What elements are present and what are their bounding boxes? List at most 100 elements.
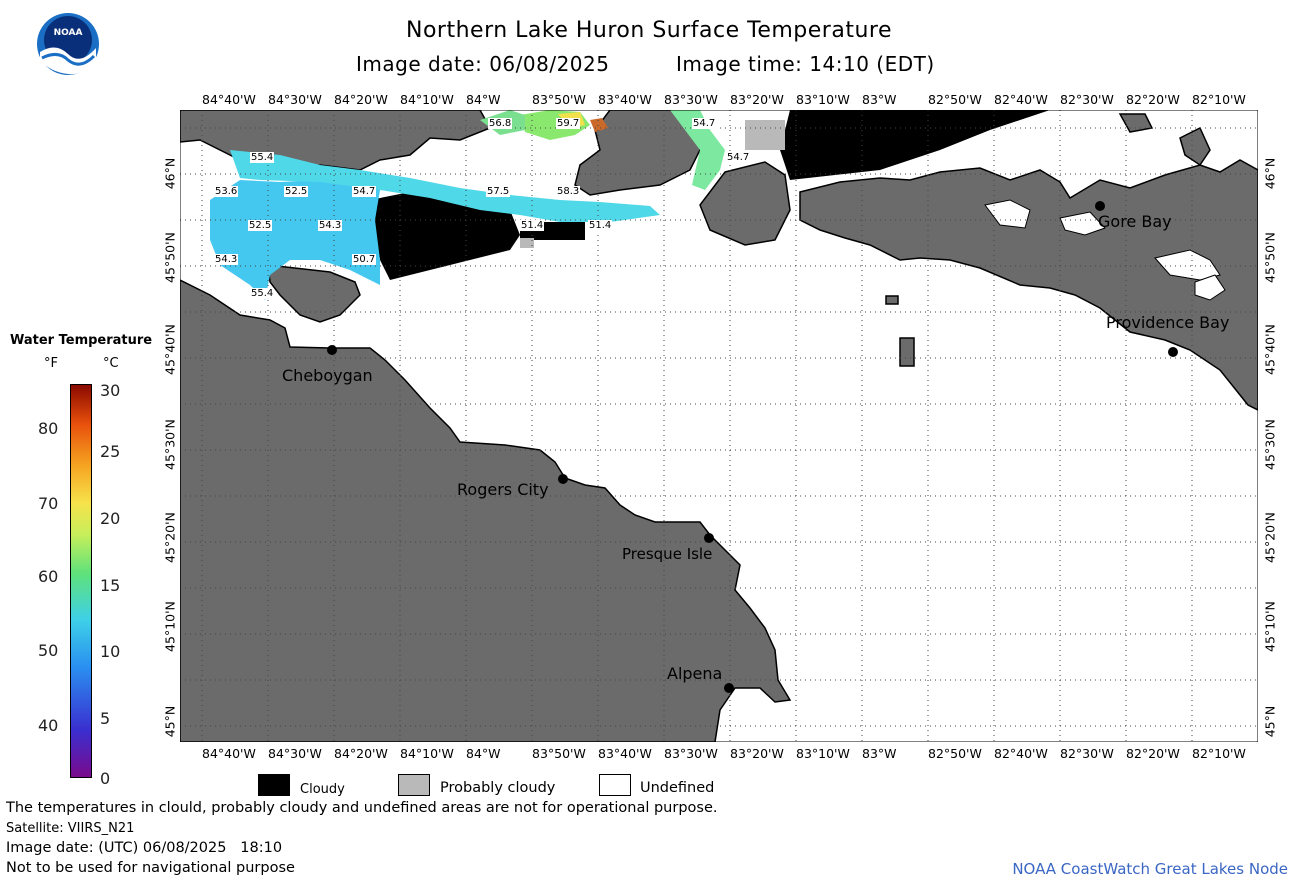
temp-label: 55.4: [250, 288, 275, 299]
place-presque-isle: Presque Isle: [622, 545, 713, 563]
temp-label: 58.3: [556, 186, 581, 197]
temp-label: 52.5: [284, 186, 309, 197]
latitude-tick: 45°30'N: [1262, 419, 1278, 470]
noaa-credit-link[interactable]: NOAA CoastWatch Great Lakes Node: [1012, 860, 1288, 878]
gore-bay-marker: [1095, 201, 1105, 211]
colorbar: [70, 384, 92, 778]
place-gore-bay: Gore Bay: [1098, 212, 1172, 231]
colorbar-f-tick: 80: [38, 419, 59, 438]
temp-label: 50.7: [352, 254, 377, 265]
inland-lake: [1059, 211, 1106, 236]
latitude-tick: 46°N: [162, 157, 178, 190]
land-islet: [899, 337, 915, 367]
noaa-logo: NOAA: [36, 12, 100, 76]
longitude-tick: 84°W: [466, 746, 501, 761]
land-bois-blanc: [267, 264, 361, 323]
longitude-tick: 83°W: [862, 746, 897, 761]
colorbar-c-tick: 25: [100, 442, 121, 461]
temperature-map: [180, 110, 1258, 742]
latitude-tick: 45°50'N: [1262, 232, 1278, 283]
longitude-tick: 83°10'W: [796, 746, 850, 761]
colorbar-f-tick: 60: [38, 567, 59, 586]
cloud-area: [780, 110, 1050, 180]
longitude-tick: 84°10'W: [400, 92, 454, 107]
noaa-logo-text: NOAA: [53, 28, 83, 38]
presque-isle-marker: [704, 533, 714, 543]
temp-label: 57.5: [486, 186, 511, 197]
temp-label: 54.3: [214, 254, 239, 265]
temp-label: 55.4: [250, 152, 275, 163]
longitude-tick: 84°20'W: [334, 92, 388, 107]
temp-label: 51.4: [520, 220, 545, 231]
longitude-tick: 83°W: [862, 92, 897, 107]
inland-lake: [1154, 249, 1221, 281]
inland-lake: [1194, 274, 1226, 301]
longitude-tick: 84°20'W: [334, 746, 388, 761]
longitude-tick: 84°40'W: [202, 92, 256, 107]
water-temp-patch: [670, 110, 725, 190]
temp-label: 54.7: [352, 186, 377, 197]
longitude-tick: 84°W: [466, 92, 501, 107]
land-cockburn: [699, 161, 791, 246]
temp-label: 56.8: [488, 118, 513, 129]
longitude-tick: 82°10'W: [1192, 92, 1246, 107]
colorbar-c-tick: 15: [100, 576, 121, 595]
latitude-tick: 45°N: [1262, 705, 1278, 738]
longitude-tick: 84°30'W: [268, 746, 322, 761]
temp-label: 52.5: [248, 220, 273, 231]
colorbar-c-tick: 5: [100, 709, 111, 728]
inland-lake: [984, 199, 1031, 229]
longitude-tick: 84°10'W: [400, 746, 454, 761]
colorbar-f-tick: 40: [38, 716, 59, 735]
latitude-tick: 45°20'N: [1262, 512, 1278, 563]
colorbar-unit-c: °C: [103, 356, 119, 371]
longitude-tick: 84°40'W: [202, 746, 256, 761]
cloud-area: [370, 190, 520, 280]
water-temp-patch: [210, 180, 380, 300]
map-title: Northern Lake Huron Surface Temperature: [406, 18, 892, 43]
image-date: Image date: 06/08/2025: [356, 52, 610, 76]
graticule: [180, 110, 1258, 742]
longitude-tick: 82°30'W: [1060, 92, 1114, 107]
disclaimer-text: The temperatures in clould, probably clo…: [6, 800, 718, 816]
longitude-tick: 82°50'W: [928, 92, 982, 107]
longitude-tick: 82°10'W: [1192, 746, 1246, 761]
satellite-text: Satellite: VIIRS_N21: [6, 821, 135, 836]
longitude-tick: 83°20'W: [730, 92, 784, 107]
temp-label: 53.6: [214, 186, 239, 197]
longitude-tick: 84°30'W: [268, 92, 322, 107]
probably-cloudy-area: [745, 120, 785, 150]
legend-probably-cloudy-label: Probably cloudy: [440, 780, 556, 796]
water-temp-patch: [590, 118, 608, 132]
legend-cloudy-label: Cloudy: [300, 782, 345, 797]
longitude-tick: 82°30'W: [1060, 746, 1114, 761]
longitude-tick: 82°40'W: [994, 92, 1048, 107]
latitude-tick: 45°40'N: [1262, 324, 1278, 375]
latitude-tick: 45°N: [162, 705, 178, 738]
legend-undefined-swatch: [599, 774, 631, 796]
longitude-tick: 83°50'W: [532, 746, 586, 761]
place-alpena: Alpena: [667, 664, 723, 683]
latitude-tick: 45°10'N: [1262, 601, 1278, 652]
rogers-city-marker: [558, 474, 568, 484]
longitude-tick: 83°50'W: [532, 92, 586, 107]
temp-label: 54.3: [318, 220, 343, 231]
temp-label: 54.7: [692, 118, 717, 129]
longitude-tick: 83°10'W: [796, 92, 850, 107]
longitude-tick: 83°30'W: [664, 746, 718, 761]
probably-cloudy-area: [520, 238, 534, 248]
colorbar-c-tick: 10: [100, 642, 121, 661]
water-temp-patch: [230, 150, 660, 222]
temp-label: 54.7: [726, 152, 751, 163]
latitude-tick: 45°40'N: [162, 324, 178, 375]
colorbar-title: Water Temperature: [10, 333, 153, 348]
colorbar-c-tick: 30: [100, 381, 121, 400]
latitude-tick: 45°30'N: [162, 419, 178, 470]
longitude-tick: 83°30'W: [664, 92, 718, 107]
place-cheboygan: Cheboygan: [282, 366, 373, 385]
place-providence-bay: Providence Bay: [1106, 313, 1230, 332]
providence-bay-marker: [1168, 347, 1178, 357]
place-rogers-city: Rogers City: [457, 480, 549, 499]
alpena-marker: [724, 683, 734, 693]
colorbar-f-tick: 70: [38, 494, 59, 513]
